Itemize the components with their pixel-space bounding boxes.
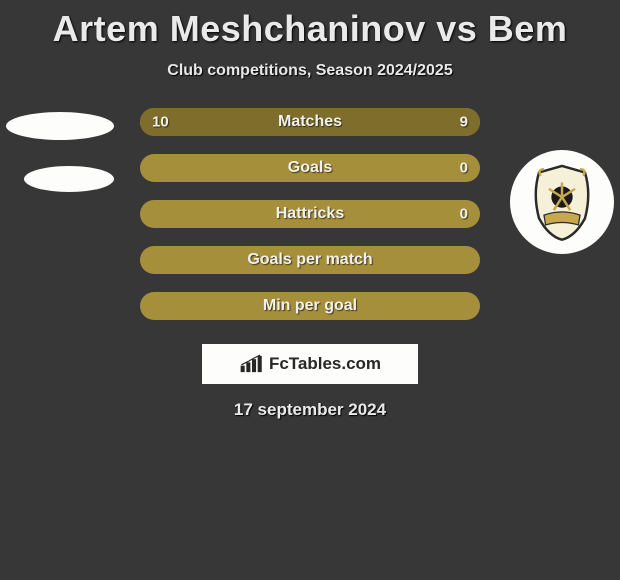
bar-value-right: 0 [460, 206, 468, 223]
stat-bar: Goals 0 [140, 154, 480, 182]
player-right-badge [510, 150, 614, 254]
bar-value-left: 10 [152, 114, 169, 131]
source-logo-text: FcTables.com [269, 354, 381, 374]
bar-label: Hattricks [276, 205, 344, 223]
player-left-placeholder-1 [6, 112, 114, 140]
club-crest-icon [521, 161, 603, 243]
stat-bar: Hattricks 0 [140, 200, 480, 228]
fctables-chart-icon [239, 354, 265, 374]
bar-value-right: 9 [460, 114, 468, 131]
bar-label: Matches [278, 113, 342, 131]
stat-bar: Min per goal [140, 292, 480, 320]
comparison-content: Matches 10 9 Goals 0 Hattricks 0 Goals per matc… [0, 108, 620, 420]
bar-label: Goals [288, 159, 332, 177]
player-left-placeholder-2 [24, 166, 114, 192]
subtitle: Club competitions, Season 2024/2025 [0, 62, 620, 80]
bar-label: Min per goal [263, 297, 357, 315]
bar-value-right: 0 [460, 160, 468, 177]
stat-bar: Matches 10 9 [140, 108, 480, 136]
page-title: Artem Meshchaninov vs Bem [0, 0, 620, 50]
source-logo: FcTables.com [202, 344, 418, 384]
bar-fill-right [319, 108, 480, 136]
stat-bar: Goals per match [140, 246, 480, 274]
date-label: 17 september 2024 [0, 400, 620, 420]
bar-label: Goals per match [247, 251, 372, 269]
stat-bars: Matches 10 9 Goals 0 Hattricks 0 Goals per matc… [140, 108, 480, 320]
